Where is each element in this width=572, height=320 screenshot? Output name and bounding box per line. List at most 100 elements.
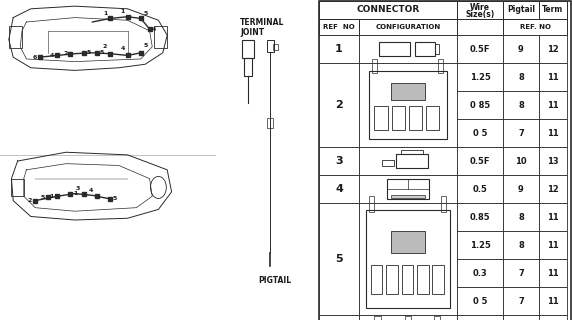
Bar: [503, 287, 539, 315]
Bar: [402, 265, 413, 294]
Bar: [319, 175, 359, 203]
Bar: [392, 106, 405, 130]
Text: 11: 11: [547, 100, 559, 109]
Bar: [404, 316, 411, 320]
Bar: [442, 196, 446, 212]
Text: 1: 1: [121, 9, 125, 14]
Text: CONFIGURATION: CONFIGURATION: [375, 24, 440, 30]
Text: 4: 4: [121, 46, 125, 51]
Bar: [503, 231, 539, 259]
Text: 0.85: 0.85: [470, 212, 490, 221]
Text: 5: 5: [144, 11, 148, 16]
Bar: [401, 150, 423, 154]
Text: 1: 1: [335, 44, 343, 54]
Text: 5: 5: [144, 43, 148, 48]
Text: 11: 11: [547, 241, 559, 250]
Bar: [359, 315, 457, 320]
Text: 5: 5: [41, 195, 45, 200]
Text: 9: 9: [518, 44, 524, 53]
Bar: [273, 44, 278, 50]
Text: 11: 11: [547, 212, 559, 221]
Bar: [539, 63, 567, 91]
Bar: [457, 315, 503, 320]
Bar: [396, 154, 428, 168]
Bar: [539, 147, 567, 175]
Bar: [369, 71, 447, 139]
Text: 0.3: 0.3: [472, 268, 487, 277]
Bar: [319, 63, 359, 147]
Bar: [372, 59, 378, 73]
Bar: [457, 287, 503, 315]
Bar: [267, 40, 274, 52]
Bar: [457, 259, 503, 287]
Bar: [539, 1, 567, 19]
Text: TERMINAL
JOINT: TERMINAL JOINT: [240, 18, 284, 37]
Bar: [359, 19, 457, 35]
Text: 11: 11: [547, 297, 559, 306]
Bar: [539, 91, 567, 119]
Text: 0.5F: 0.5F: [470, 156, 490, 165]
Bar: [267, 118, 273, 128]
Bar: [386, 265, 398, 294]
Text: 5: 5: [100, 50, 104, 55]
Bar: [374, 106, 388, 130]
Text: 5: 5: [113, 196, 117, 201]
Text: 8: 8: [518, 73, 524, 82]
Bar: [154, 26, 167, 48]
Bar: [242, 40, 254, 58]
Bar: [319, 203, 359, 315]
Text: 10: 10: [515, 156, 527, 165]
Bar: [435, 44, 439, 54]
Bar: [374, 316, 381, 320]
Bar: [457, 147, 503, 175]
Text: REF  NO: REF NO: [323, 24, 355, 30]
Bar: [417, 265, 428, 294]
Text: Term: Term: [542, 5, 563, 14]
Text: 0.5: 0.5: [472, 185, 487, 194]
Bar: [503, 203, 539, 231]
Text: 8: 8: [518, 241, 524, 250]
Text: 5: 5: [335, 254, 343, 264]
Text: Wire: Wire: [470, 3, 490, 12]
Bar: [457, 203, 503, 231]
Text: REF. NO: REF. NO: [519, 24, 550, 30]
Bar: [359, 175, 457, 203]
Bar: [415, 42, 435, 56]
Bar: [503, 175, 539, 203]
Bar: [503, 119, 539, 147]
Bar: [319, 315, 359, 320]
Text: 0.5F: 0.5F: [470, 44, 490, 53]
Text: 12: 12: [547, 185, 559, 194]
Bar: [457, 231, 503, 259]
Text: 3: 3: [76, 186, 80, 191]
Text: 2: 2: [27, 198, 31, 203]
Bar: [0, 0, 318, 320]
Text: 0 85: 0 85: [470, 100, 490, 109]
Text: 2: 2: [103, 44, 108, 49]
Text: Size(s): Size(s): [466, 10, 495, 19]
Bar: [391, 195, 426, 198]
Bar: [432, 265, 444, 294]
Bar: [369, 196, 374, 212]
Bar: [503, 19, 567, 35]
Bar: [539, 35, 567, 63]
Text: 12: 12: [547, 44, 559, 53]
Bar: [457, 91, 503, 119]
Text: 5: 5: [86, 50, 90, 55]
Bar: [457, 19, 503, 35]
Bar: [409, 106, 422, 130]
Bar: [539, 175, 567, 203]
Bar: [503, 35, 539, 63]
Bar: [359, 63, 457, 147]
Text: 1: 1: [103, 11, 108, 16]
Text: 9: 9: [518, 185, 524, 194]
Bar: [457, 119, 503, 147]
Text: 1.25: 1.25: [470, 241, 490, 250]
Bar: [379, 42, 410, 56]
Bar: [539, 119, 567, 147]
Bar: [503, 147, 539, 175]
Bar: [539, 203, 567, 231]
Bar: [503, 1, 539, 19]
Text: Pigtail: Pigtail: [507, 5, 535, 14]
Bar: [391, 84, 425, 100]
